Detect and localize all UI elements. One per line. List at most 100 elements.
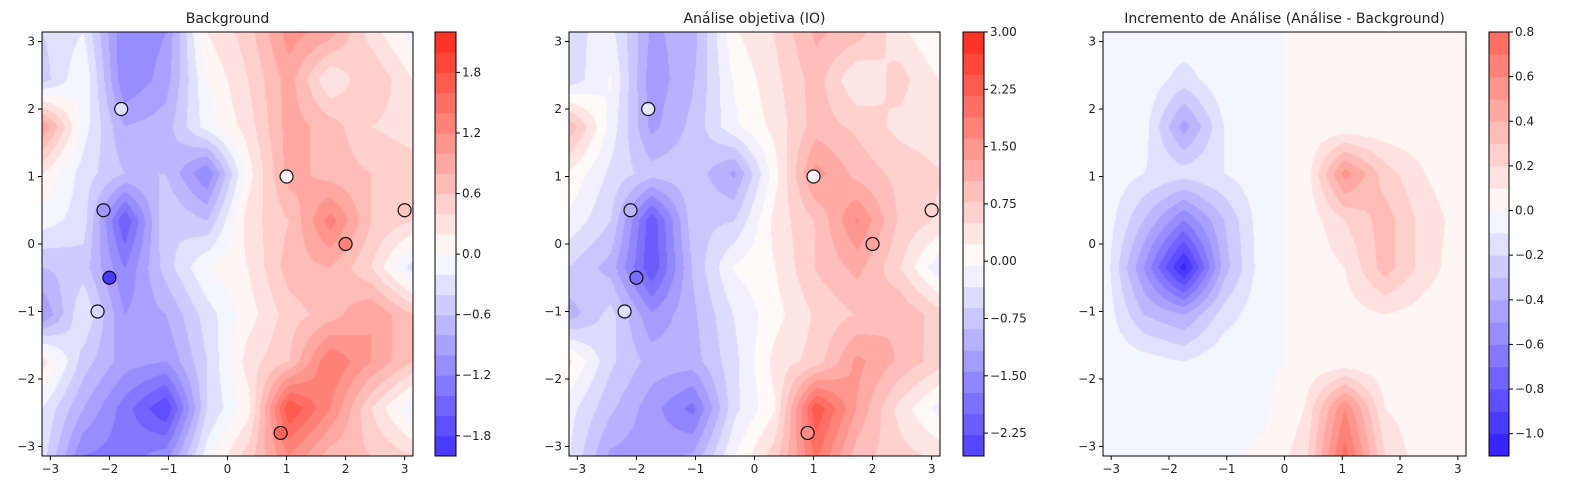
colorbar-band [1489,98,1509,122]
y-tick-label: −2 [17,372,35,386]
colorbar-band [435,415,456,437]
observation-point [617,304,632,319]
colorbar-tick-label: 0.0 [1515,204,1534,218]
colorbar-tick-label: 0.6 [462,187,481,201]
colorbar-band [963,222,984,245]
colorbar-tick-label: −0.4 [1515,293,1544,307]
y-tick-label: 2 [1088,102,1096,116]
y-tick-label: 0 [27,237,35,251]
colorbar-band [1489,277,1509,301]
colorbar-band [435,112,456,134]
observation-point [397,203,412,218]
colorbar-band [1489,143,1509,167]
colorbar-tick-label: −1.8 [462,429,491,443]
y-tick-label: −2 [1078,372,1096,386]
x-tick-label: 0 [1281,462,1289,476]
y-tick-label: 3 [554,35,562,49]
colorbar-tick-label: −1.2 [462,368,491,382]
observation-point [90,304,105,319]
colorbar-band [963,74,984,97]
colorbar-band [963,350,984,372]
x-tick-label: 0 [224,462,232,476]
colorbar-band [435,32,456,53]
colorbar-tick-label: 0.6 [1515,70,1534,84]
colorbar-frame [962,31,985,457]
colorbar-tick-label: −0.8 [1515,382,1544,396]
colorbar-tick-label: 3.00 [990,25,1017,39]
colorbar-band [435,274,456,295]
colorbar-tick-label: −0.75 [990,311,1027,325]
y-tick-label: −3 [17,439,35,453]
colorbar-tick-label: −1.50 [990,369,1027,383]
x-tick-label: −1 [1218,462,1236,476]
x-tick-label: 0 [751,462,759,476]
x-tick-label: 3 [928,462,936,476]
colorbar-band [435,294,456,316]
colorbar-band [963,180,984,203]
y-tick-label: 0 [554,237,562,251]
y-tick-label: 2 [554,102,562,116]
y-tick-label: 3 [27,35,35,49]
colorbar-frame [434,31,457,457]
colorbar-band [963,244,984,266]
colorbar-tick-label: 0.4 [1515,114,1534,128]
colorbar-band [1489,299,1509,323]
y-tick-label: 1 [554,170,562,184]
colorbar-band [963,116,984,139]
colorbar-band [963,201,984,224]
colorbar-band [435,173,456,195]
colorbar-band [1489,433,1509,457]
colorbar-band [1489,54,1509,78]
observation-point [102,270,117,285]
colorbar-band [435,314,456,336]
x-tick-label: −2 [1160,462,1178,476]
colorbar-band [963,286,984,309]
colorbar-band [435,92,456,114]
colorbar-band [435,213,456,235]
colorbar-band [1489,389,1509,412]
axes-frame [1102,31,1467,457]
colorbar-tick-label: 0.00 [990,254,1017,268]
colorbar-band [1489,344,1509,368]
colorbar-band [1489,210,1509,234]
colorbar-band [435,153,456,174]
observation-point [114,101,129,117]
colorbar-band [963,159,984,181]
colorbar-tick-label: −2.25 [990,426,1027,440]
observation-point [273,425,288,441]
observation-point [924,203,939,218]
colorbar-band [963,53,984,75]
y-tick-label: −2 [544,372,562,386]
y-tick-label: 2 [27,102,35,116]
colorbar-band [435,233,456,255]
observation-point [865,236,880,252]
colorbar-tick-label: 1.2 [462,126,481,140]
colorbar-band [963,265,984,287]
colorbar-band [435,132,456,154]
observation-point [338,236,353,252]
x-tick-label: −1 [160,462,178,476]
y-tick-label: −1 [544,304,562,318]
y-tick-label: −1 [1078,304,1096,318]
colorbar-tick-label: 0.2 [1515,159,1534,173]
panel-title: Background [186,11,270,27]
colorbar-band [435,334,456,356]
x-tick-label: 3 [401,462,409,476]
x-tick-label: −3 [1102,462,1120,476]
colorbar-band [963,434,984,457]
colorbar-band [1489,188,1509,212]
colorbar-band [1489,32,1509,55]
colorbar-band [1489,76,1509,100]
y-tick-label: 1 [27,170,35,184]
x-tick-label: 2 [342,462,350,476]
colorbar-tick-label: −0.6 [1515,337,1544,351]
colorbar-band [435,355,456,376]
observation-point [806,169,821,184]
x-tick-label: −1 [687,462,705,476]
colorbar-tick-label: 1.8 [462,65,481,79]
colorbar-band [963,371,984,393]
colorbar-band [963,392,984,415]
colorbar-band [435,254,456,275]
observation-point [629,270,644,285]
